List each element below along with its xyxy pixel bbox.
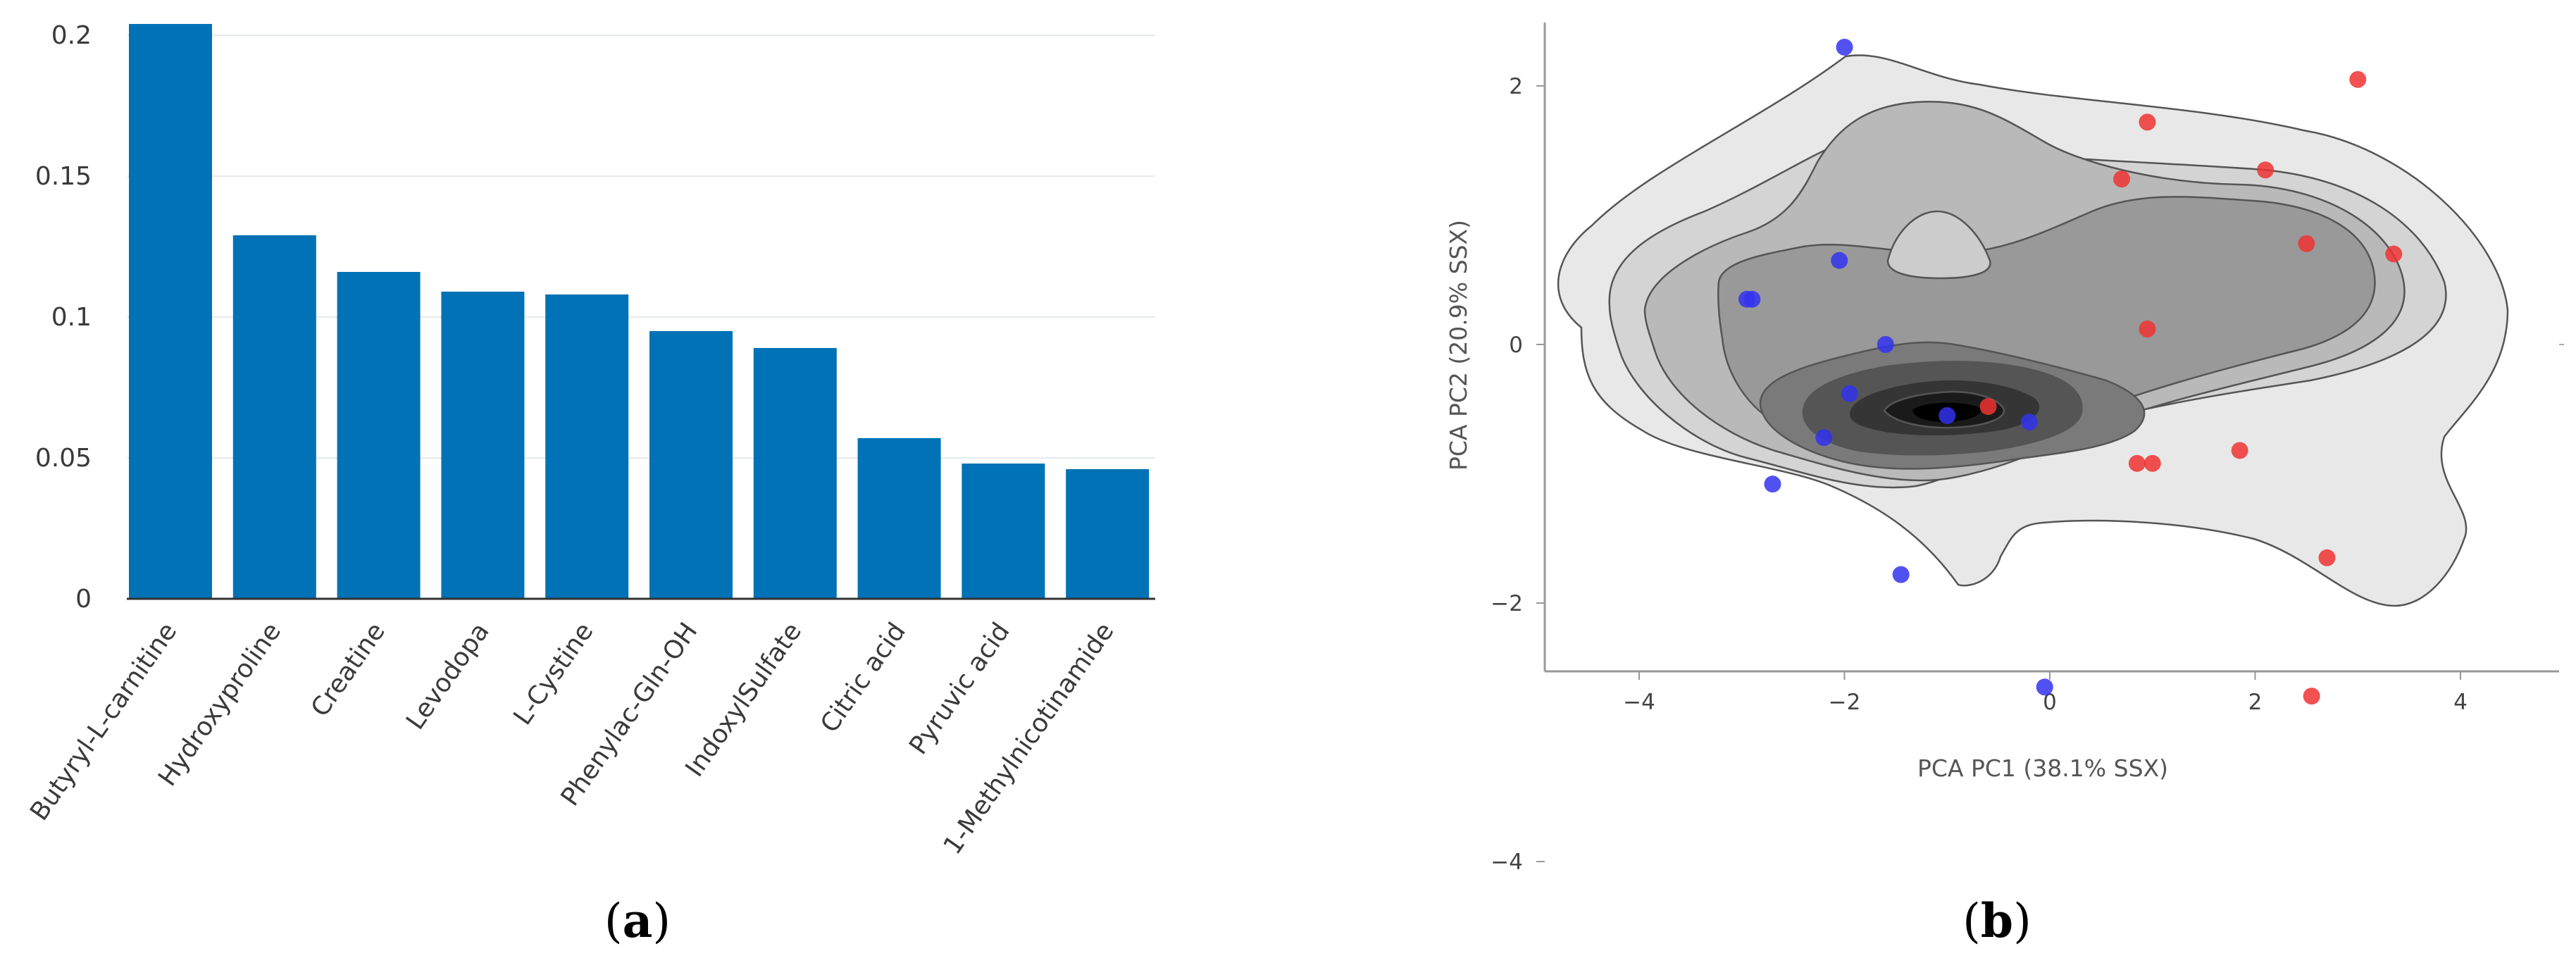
pca-point-red [1979,398,1997,416]
pca-y-tick-label: 2 [1509,74,1523,99]
pca-point-blue [2036,678,2053,696]
pca-point-blue [1743,290,1761,308]
pca-point-blue [1836,38,1853,56]
bar-category-label: 1-Methylnicotinamide [938,618,1120,860]
bar-y-tick-label: 0 [75,585,92,614]
pca-point-blue [1877,336,1894,353]
pca-point-red [2303,688,2320,705]
bar [129,24,212,599]
bar-category-label: IndoxylSulfate [680,618,807,783]
pca-point-red [2349,70,2367,88]
panel-label-a-letter: a [623,893,653,948]
bar [753,348,837,599]
pca-point-blue [1764,476,1781,493]
pca-y-axis-label: PCA PC2 (20.9% SSX) [1445,220,1472,471]
pca-point-red [2257,161,2275,179]
pca-point-red [2139,113,2156,131]
density-contour-island [1886,210,1991,280]
bars [129,24,1150,599]
pca-y-tick-label: −2 [1491,591,1523,616]
pca-point-red [2113,170,2131,188]
pca-point-blue [1939,406,1956,424]
bar-y-tick-label: 0.15 [35,162,92,191]
pca-point-red [2298,235,2315,252]
bar [441,292,525,599]
pca-x-ticks: −4 −2 0 2 4 [1623,671,2468,715]
pca-y-tick-label: 0 [1509,333,1523,358]
pca-point-red [2139,320,2156,337]
bar [962,464,1045,599]
pca-y-tick-label: −4 [1491,850,1523,875]
pca-x-tick-label: −2 [1829,690,1861,715]
pca-point-red [2318,549,2336,566]
pca-point-blue [2020,414,2038,431]
pca-point-red [2231,442,2248,459]
bar-category-label: Creatine [306,618,391,722]
panel-label-b: (b) [1962,893,2031,948]
bar-y-tick-label: 0.05 [35,444,92,473]
bar [545,294,629,599]
pca-x-axis-label: PCA PC1 (38.1% SSX) [1917,754,2168,782]
density-contours [1557,54,2509,607]
bar-y-tick-labels: 0 0.05 0.1 0.15 0.2 [35,21,92,614]
bar-category-label: Butyryl-L-carnitine [25,618,182,826]
bar-chart: 0 0.05 0.1 0.15 0.2 Butyryl-L-carnitineHydro… [25,21,1155,859]
pca-point-blue [1831,251,1848,269]
bar-y-tick-label: 0.1 [51,303,92,332]
pca-point-blue [1892,566,1910,583]
bar-category-label: Levodopa [401,618,495,735]
pca-plot: −4 −2 0 2 4 −4 −2 0 2 4 PCA PC1 (38.1% SSX) PCA … [1445,23,2564,875]
bar [857,438,941,599]
bar-y-tick-label: 0.2 [51,21,92,50]
pca-x-tick-label: 2 [2248,690,2263,715]
pca-point-red [2385,245,2403,263]
pca-point-red [2143,454,2161,472]
pca-point-red [2128,454,2146,472]
pca-point-blue [1815,429,1833,447]
pca-x-tick-label: 4 [2453,690,2468,715]
bar [1066,469,1150,599]
panel-label-b-letter: b [1981,893,2013,948]
pca-x-tick-label: −4 [1623,690,1655,715]
pca-points [1738,38,2403,705]
pca-point-blue [1841,385,1858,402]
panel-label-a: (a) [604,893,671,948]
bar [232,235,316,599]
bar-category-label: L-Cystine [508,618,599,731]
bar [649,331,733,599]
bar [337,272,421,599]
bar-category-label: Pyruvic acid [904,618,1016,760]
bar-category-label: Citric acid [815,618,911,738]
pca-x-tick-label: 0 [2043,690,2057,715]
